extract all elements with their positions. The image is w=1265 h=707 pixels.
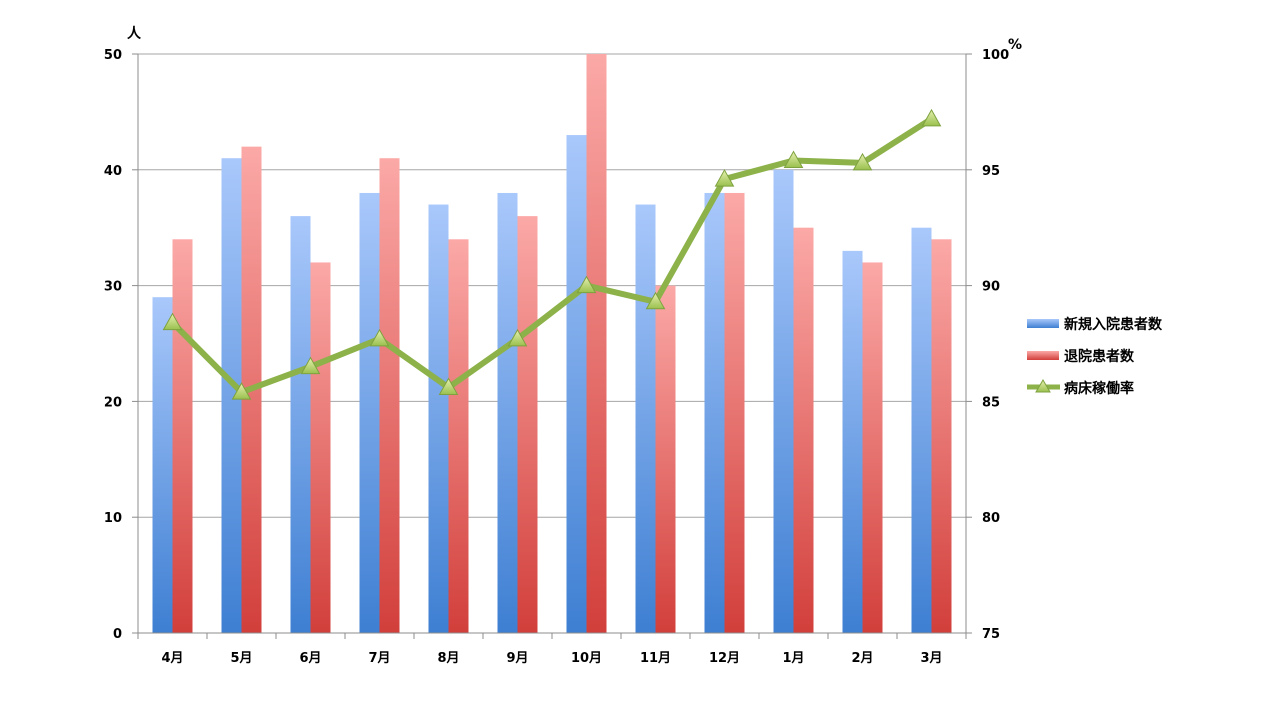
legend-label-new-admissions: 新規入院患者数 xyxy=(1064,316,1163,333)
x-tick-label: 10月 xyxy=(571,651,602,666)
bar-new-admissions xyxy=(773,169,794,634)
y-left-tick-label: 10 xyxy=(104,511,122,526)
bar-new-admissions xyxy=(359,192,380,633)
legend-item-discharges: 退院患者数 xyxy=(1027,348,1135,365)
point-bed-occupancy xyxy=(852,152,873,171)
y-left-tick-label: 40 xyxy=(104,164,122,179)
y-left-tick-label: 50 xyxy=(104,48,122,63)
bar-discharges xyxy=(862,262,883,633)
x-tick-label: 2月 xyxy=(851,651,873,666)
x-tick-label: 8月 xyxy=(437,651,459,666)
y-left-tick-label: 0 xyxy=(113,627,122,642)
legend: 新規入院患者数 退院患者数 病床稼働率 xyxy=(1027,316,1163,397)
bar-new-admissions xyxy=(221,158,242,633)
bar-discharges xyxy=(172,239,193,633)
x-tick-label: 5月 xyxy=(230,651,252,666)
bar-discharges xyxy=(448,239,469,633)
y-right-tick-label: 90 xyxy=(982,280,1000,295)
bar-discharges xyxy=(793,227,814,633)
bar-discharges xyxy=(931,239,952,633)
point-bed-occupancy xyxy=(300,356,321,375)
x-tick-label: 6月 xyxy=(299,651,321,666)
point-bed-occupancy xyxy=(714,169,735,187)
tick-labels: 0 10 20 30 40 50 75 80 85 90 95 100 4月 5月 6月 7月 8月 9月 10月 1… xyxy=(104,48,1009,666)
point-bed-occupancy xyxy=(645,291,666,310)
bar-discharges xyxy=(517,216,538,633)
x-tick-label: 12月 xyxy=(709,651,740,666)
line-series xyxy=(162,108,942,400)
x-tick-label: 7月 xyxy=(368,651,390,666)
y-right-tick-label: 85 xyxy=(982,395,1000,410)
axes xyxy=(132,53,972,639)
bar-new-admissions xyxy=(152,297,173,633)
bar-discharges xyxy=(310,262,331,633)
bar-new-admissions xyxy=(428,204,449,634)
bar-new-admissions xyxy=(911,227,932,633)
point-bed-occupancy xyxy=(438,377,459,396)
point-bed-occupancy xyxy=(231,382,252,400)
point-bed-occupancy xyxy=(921,108,942,127)
bars xyxy=(152,54,952,634)
legend-swatch-new-admissions xyxy=(1027,319,1059,328)
bar-new-admissions xyxy=(497,192,518,633)
bar-discharges xyxy=(379,158,400,633)
x-tick-label: 9月 xyxy=(506,651,528,666)
x-tick-label: 11月 xyxy=(640,651,671,666)
legend-label-discharges: 退院患者数 xyxy=(1064,348,1135,365)
point-bed-occupancy xyxy=(576,275,597,294)
x-tick-label: 1月 xyxy=(782,651,804,666)
bar-new-admissions xyxy=(635,204,656,634)
point-bed-occupancy xyxy=(369,328,390,347)
legend-label-bed-occupancy: 病床稼働率 xyxy=(1064,380,1134,397)
bar-new-admissions xyxy=(290,216,311,633)
y-left-tick-label: 20 xyxy=(104,395,122,410)
legend-item-bed-occupancy: 病床稼働率 xyxy=(1027,379,1134,397)
point-bed-occupancy xyxy=(162,312,183,331)
legend-swatch-discharges xyxy=(1027,351,1059,360)
x-tick-label: 4月 xyxy=(161,651,183,666)
y-left-tick-label: 30 xyxy=(104,280,122,295)
bar-discharges xyxy=(655,285,676,633)
y-right-tick-label: 100 xyxy=(982,48,1009,63)
bar-discharges xyxy=(724,192,745,633)
gridlines xyxy=(138,53,966,518)
bar-discharges xyxy=(586,54,607,633)
bar-new-admissions xyxy=(704,192,725,633)
point-bed-occupancy xyxy=(507,328,528,347)
bar-new-admissions xyxy=(566,135,587,633)
bar-new-admissions xyxy=(842,250,863,634)
point-bed-occupancy xyxy=(783,150,804,169)
legend-marker-bed-occupancy xyxy=(1035,379,1051,393)
x-tick-label: 3月 xyxy=(920,651,942,666)
left-axis-unit: 人 xyxy=(127,25,142,42)
line-bed-occupancy xyxy=(169,115,935,396)
y-right-tick-label: 80 xyxy=(982,511,1000,526)
y-right-tick-label: 75 xyxy=(982,627,1000,642)
y-right-tick-label: 95 xyxy=(982,164,1000,179)
legend-item-new-admissions: 新規入院患者数 xyxy=(1027,316,1163,333)
right-axis-unit: % xyxy=(1008,37,1022,53)
